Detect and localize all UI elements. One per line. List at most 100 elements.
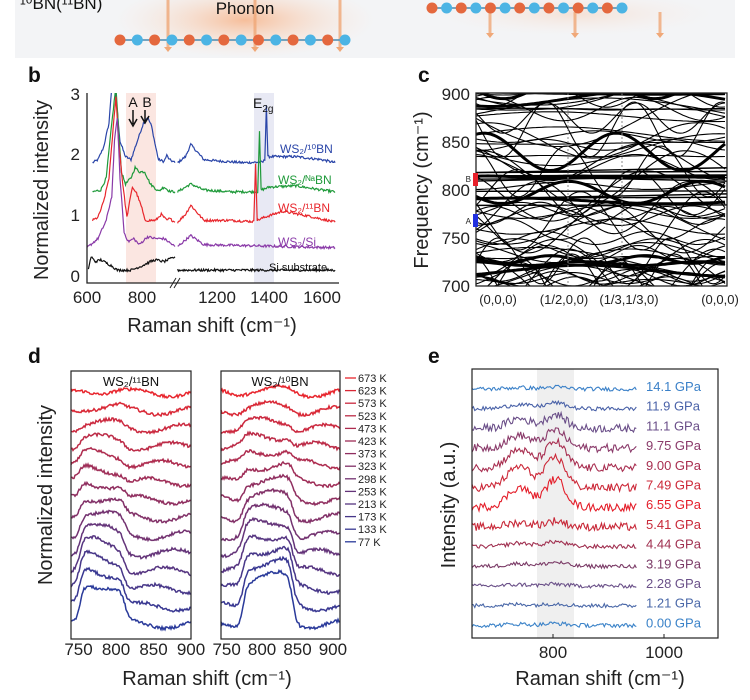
legend-label: 133 K: [358, 524, 387, 536]
arrow-head-icon: [656, 33, 664, 38]
temperature-spectrum: [71, 401, 192, 418]
temperature-spectrum: [70, 432, 192, 452]
panel-e-pressure-spectra: 800 1000 14.1 GPa 11.9 GPa 11.1 GPa 9.75 GP…: [438, 368, 719, 690]
ytick-c: 850: [442, 133, 470, 152]
nitrogen-atom: [470, 2, 482, 14]
temperature-spectrum: [220, 415, 341, 435]
phonon-band: [476, 111, 725, 123]
phonon-band: [476, 107, 725, 110]
nitrogen-atom: [201, 34, 213, 46]
nitrogen-atom: [616, 2, 628, 14]
subplot-title-11bn: WS₂/¹¹BN: [103, 374, 159, 389]
pressure-spectrum: [471, 581, 637, 589]
annotation-e2g: E2g: [253, 95, 273, 115]
pressure-label: 7.49 GPa: [646, 478, 702, 493]
temperature-spectrum: [70, 535, 192, 577]
nitrogen-atom: [270, 34, 282, 46]
phonon-band: [476, 202, 726, 254]
panel-label-e: e: [428, 345, 440, 368]
spectrum-line: [92, 93, 336, 165]
plot-frame-d-left: [70, 370, 192, 640]
marker-b: [473, 173, 478, 186]
pressure-spectrum: [471, 475, 637, 513]
plot-frame-d-right: [220, 370, 341, 640]
phonon-band: [492, 265, 726, 286]
phonon-band: [476, 242, 726, 264]
pressure-label: 14.1 GPa: [646, 379, 702, 394]
temperature-spectrum: [220, 568, 341, 631]
phonon-band: [476, 93, 726, 108]
plot-frame-c: [475, 92, 728, 287]
boron-atom: [426, 2, 438, 14]
ylabel-d: Normalized intensity: [35, 405, 57, 585]
temperature-spectrum: [70, 522, 192, 560]
pressure-label: 2.28 GPa: [646, 576, 702, 591]
temperature-spectrum: [220, 534, 341, 577]
nitrogen-atom: [499, 2, 511, 14]
legend-label: 523 K: [358, 411, 387, 423]
panel-label-b: b: [28, 64, 41, 87]
pressure-label: 3.19 GPa: [646, 556, 702, 571]
xtick-c: (1/3,1/3,0): [599, 292, 658, 307]
legend-label: 253 K: [358, 486, 387, 498]
boron-atom: [218, 34, 230, 46]
legend-label: 298 K: [358, 474, 387, 486]
pressure-spectrum: [471, 452, 637, 494]
ytick-c: 800: [442, 181, 470, 200]
temperature-spectrum: [220, 448, 341, 471]
boron-atom: [322, 34, 334, 46]
temperature-spectrum: [70, 416, 192, 435]
phonon-band: [476, 244, 726, 263]
annotation-a: A: [128, 94, 138, 110]
pressure-label: 1.21 GPa: [646, 596, 702, 611]
xlabel-e: Raman shift (cm⁻¹): [515, 668, 684, 690]
temperature-spectrum: [70, 446, 191, 470]
temperature-spectrum: [220, 545, 341, 595]
pressure-spectrum: [471, 410, 637, 434]
ylabel-b: Normalized intensity: [31, 100, 53, 280]
temperature-spectrum: [220, 555, 341, 613]
phonon-band: [476, 93, 726, 118]
temperature-spectrum: [221, 502, 341, 542]
plot-frame-b: [86, 93, 339, 284]
temperature-spectrum: [70, 462, 192, 489]
pressure-spectrum: [471, 517, 637, 532]
xtick-b: 1600: [303, 288, 341, 307]
phonon-band: [476, 205, 726, 220]
temperature-spectrum: [70, 584, 192, 632]
temperature-spectrum: [70, 549, 192, 596]
pressure-label: 0.00 GPa: [646, 615, 702, 630]
temperature-spectrum: [71, 509, 192, 543]
phonon-band: [476, 174, 727, 182]
temperature-spectrum: [220, 460, 341, 489]
boron-atom: [149, 34, 161, 46]
xtick-d: 900: [319, 640, 347, 659]
temperature-spectrum: [220, 430, 341, 452]
legend-label: 77 K: [358, 537, 381, 549]
panel-b-raman-spectra: 0 1 2 3 600 800 1200 1400 1600 Raman shi…: [31, 85, 341, 337]
nitrogen-atom: [304, 34, 316, 46]
e2g-sub: 2g: [262, 104, 273, 115]
temperature-spectrum: [220, 399, 341, 418]
panel-label-d: d: [28, 345, 41, 368]
legend-label-b: WS₂/¹¹BN: [278, 201, 330, 215]
xtick-d: 750: [212, 640, 240, 659]
pressure-spectrum: [471, 399, 637, 412]
nitrogen-atom: [441, 2, 453, 14]
pressure-label: 9.00 GPa: [646, 458, 702, 473]
xlabel-d: Raman shift (cm⁻¹): [122, 668, 291, 690]
legend-label: 423 K: [358, 436, 387, 448]
nitrogen-atom: [166, 34, 178, 46]
xtick-b: 800: [128, 288, 156, 307]
marker-a-label: A: [466, 217, 472, 226]
spectrum-line: [87, 118, 336, 251]
boron-atom: [252, 34, 264, 46]
boron-atom: [572, 2, 584, 14]
arrow-a-icon: [128, 110, 138, 128]
phonon-band: [476, 93, 700, 148]
xtick-d: 800: [102, 640, 130, 659]
legend-label-b: WS₂/¹⁰BN: [280, 142, 333, 156]
legend-label: 573 K: [358, 398, 387, 410]
ylabel-c: Frequency (cm⁻¹): [411, 111, 433, 268]
